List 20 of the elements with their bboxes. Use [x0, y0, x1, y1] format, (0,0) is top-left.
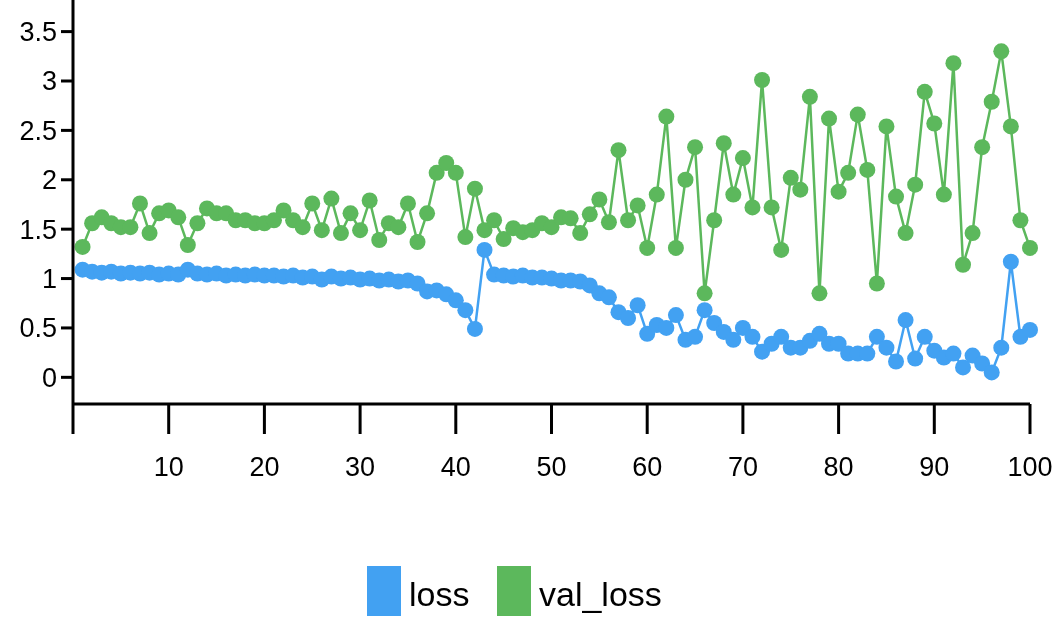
x-tick-label: 100 [1007, 452, 1053, 482]
legend-label: loss [409, 575, 470, 613]
x-tick-label: 50 [536, 452, 567, 482]
x-tick-label: 70 [727, 452, 758, 482]
y-tick-label: 0.5 [19, 313, 57, 344]
x-tick-label: 90 [919, 452, 950, 482]
x-tick-label: 20 [249, 452, 280, 482]
x-tick-label: 30 [345, 452, 376, 482]
y-tick-label: 2 [41, 165, 57, 196]
y-tick-label: 0 [41, 362, 57, 393]
y-tick-label: 1.5 [19, 214, 57, 245]
x-tick-label: 60 [632, 452, 663, 482]
x-tick-label: 80 [823, 452, 854, 482]
y-tick-label: 1 [41, 264, 57, 294]
y-tick-label: 2.5 [19, 115, 57, 146]
legend-label: val_loss [539, 575, 662, 613]
y-tick-label: 3 [41, 66, 57, 97]
x-tick-label: 10 [153, 452, 184, 482]
y-tick-label: 3.5 [19, 17, 57, 48]
x-tick-label: 40 [440, 452, 471, 482]
